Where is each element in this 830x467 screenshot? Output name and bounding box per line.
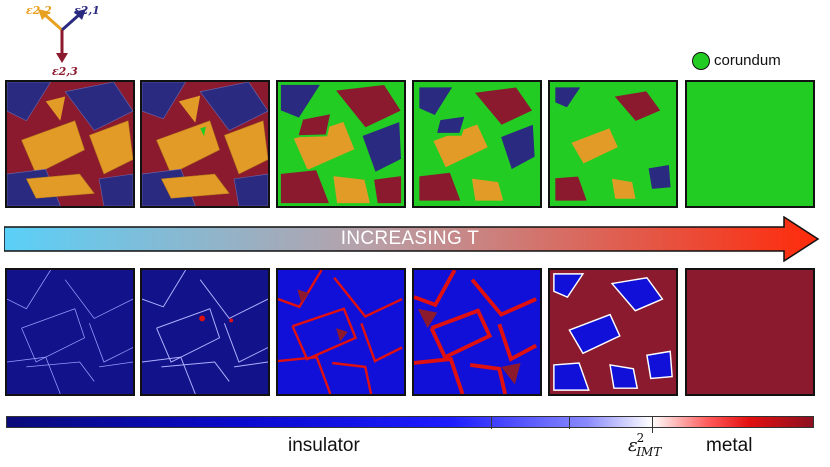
strain-label-e22: ε2,2 — [26, 4, 52, 17]
phase-panel-5 — [548, 80, 678, 208]
strain-label-e23: ε2,3 — [52, 65, 78, 78]
electronic-panel-5 — [548, 268, 678, 396]
corundum-legend-label: corundum — [714, 52, 781, 69]
colorbar-tick — [491, 417, 492, 429]
electronic-panel-2 — [140, 268, 270, 396]
metal-label: metal — [706, 435, 753, 456]
electronic-panel-4 — [412, 268, 542, 396]
colorbar-tick — [569, 417, 570, 429]
increasing-temperature-label: INCREASING T — [340, 228, 480, 249]
electronic-panel-3 — [276, 268, 406, 396]
electronic-panel-1 — [5, 268, 135, 396]
electronic-panel-6-metal — [685, 268, 815, 396]
strain-label-e21: ε2,1 — [74, 4, 100, 17]
phase-panel-2 — [140, 80, 270, 208]
phase-panel-3 — [276, 80, 406, 208]
phase-panel-6-corundum — [685, 80, 815, 208]
insulator-label: insulator — [288, 435, 360, 456]
imt-threshold-label: ε2IMT — [628, 431, 662, 459]
increasing-temperature-arrow — [4, 216, 820, 262]
colorbar-threshold-tick — [652, 417, 653, 433]
strain-axes-diagram — [38, 9, 86, 63]
corundum-legend-marker — [692, 52, 710, 70]
phase-panel-4 — [412, 80, 542, 208]
insulator-metal-colorbar — [6, 416, 814, 433]
phase-panel-1 — [5, 80, 135, 208]
